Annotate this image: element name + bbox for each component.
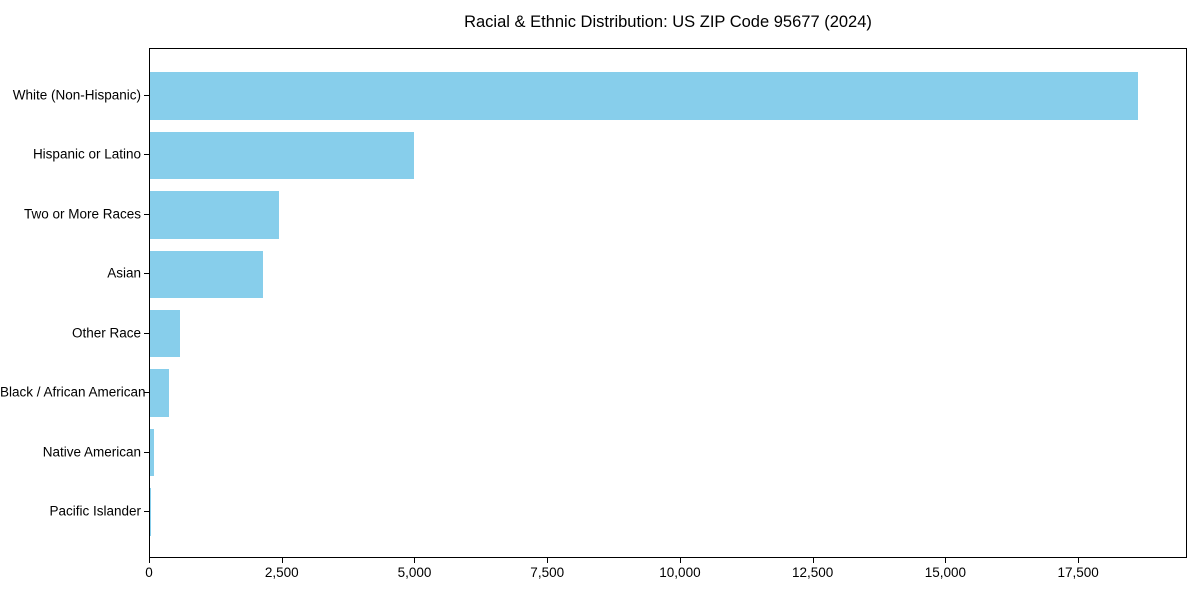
bar-pacific-islander: [150, 488, 152, 536]
y-tick-mark: [144, 154, 149, 156]
bar-hispanic-or-latino: [150, 131, 414, 180]
bar-other-race: [150, 309, 181, 358]
x-tick-label-15000: 15,000: [924, 565, 967, 580]
x-tick-mark: [547, 558, 549, 563]
y-tick-label-white-non-hispanic: White (Non-Hispanic): [12, 87, 141, 103]
x-tick-mark: [149, 558, 150, 563]
bar-native-american: [150, 428, 154, 477]
bar-white-non-hispanic: [150, 72, 1138, 120]
x-tick-mark: [945, 558, 947, 563]
y-tick-label-two-or-more-races: Two or More Races: [23, 206, 141, 222]
x-tick-label-17500: 17,500: [1057, 565, 1099, 580]
y-tick-label-native-american: Native American: [42, 443, 141, 459]
y-tick-label-asian: Asian: [107, 265, 141, 281]
bar-asian: [150, 250, 264, 299]
x-tick-mark: [281, 558, 283, 563]
x-tick-label-10000: 10,000: [659, 565, 701, 580]
plot-area: [149, 48, 1187, 558]
y-tick-mark: [144, 392, 149, 394]
y-tick-mark: [144, 273, 149, 275]
y-tick-mark: [144, 511, 149, 513]
y-tick-label-pacific-islander: Pacific Islander: [49, 503, 141, 519]
x-tick-label-0: 0: [145, 565, 153, 580]
y-tick-mark: [144, 94, 149, 96]
y-tick-label-hispanic-or-latino: Hispanic or Latino: [32, 146, 141, 162]
y-tick-mark: [144, 451, 149, 453]
bar-black-african-american: [150, 369, 170, 417]
x-tick-label-5000: 5,000: [397, 565, 432, 580]
x-tick-mark: [1078, 558, 1080, 563]
y-tick-mark: [144, 332, 149, 334]
x-tick-label-7500: 7,500: [530, 565, 565, 580]
bar-two-or-more-races: [150, 191, 280, 239]
y-tick-label-other-race: Other Race: [71, 324, 141, 340]
y-tick-label-black-african-american: Black / African American: [0, 384, 146, 400]
y-tick-mark: [144, 213, 149, 215]
x-tick-label-12500: 12,500: [792, 565, 834, 580]
x-tick-mark: [812, 558, 814, 563]
x-tick-mark: [679, 558, 681, 563]
x-tick-mark: [414, 558, 416, 563]
x-tick-label-2500: 2,500: [264, 565, 299, 580]
chart-title: Racial & Ethnic Distribution: US ZIP Cod…: [464, 13, 872, 31]
